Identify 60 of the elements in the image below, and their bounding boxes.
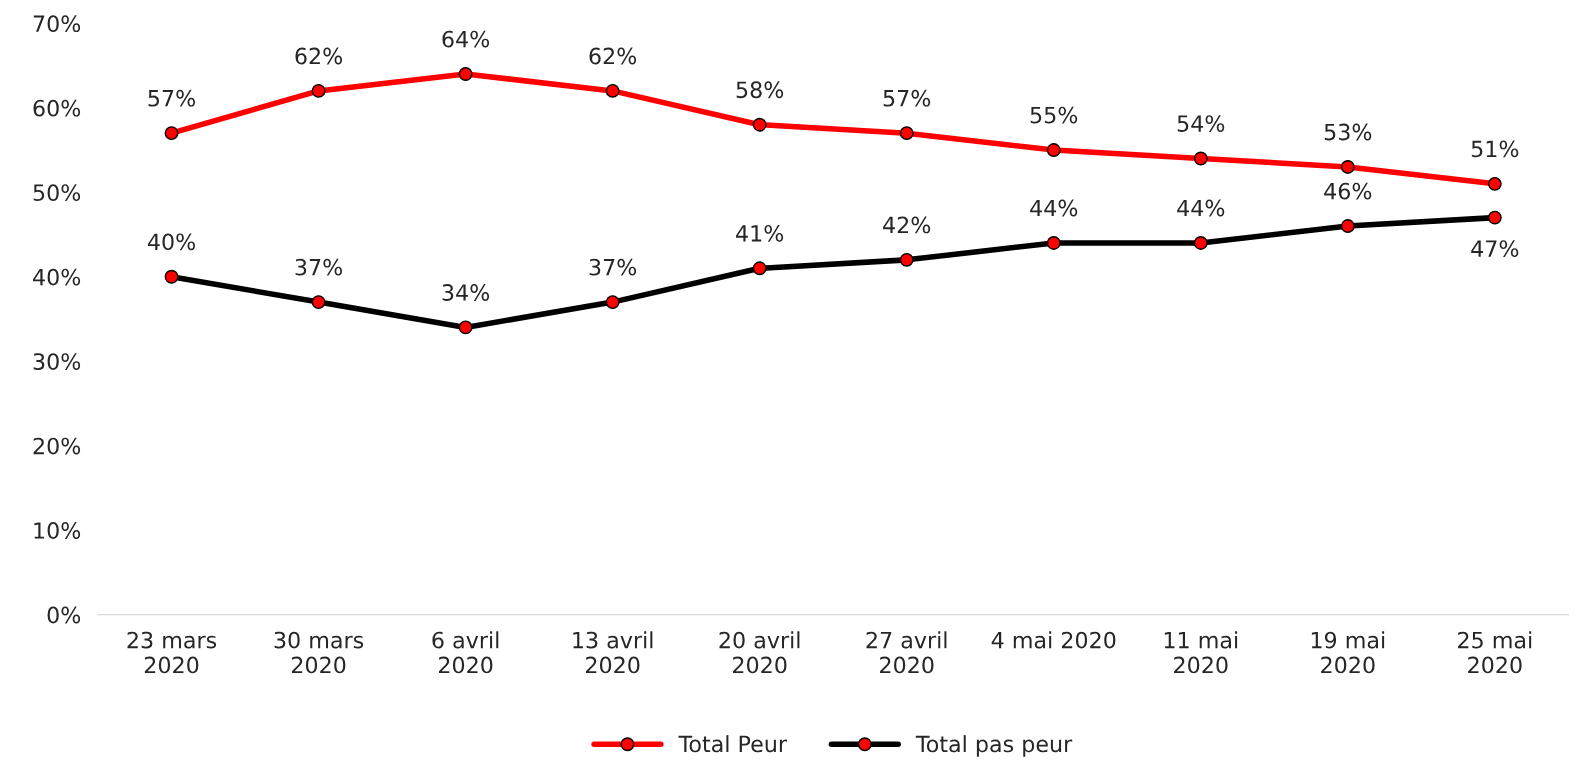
data-label: 62% bbox=[295, 47, 343, 65]
point bbox=[1046, 236, 1061, 250]
y-tick-label: 20% bbox=[33, 437, 81, 455]
data-label: 37% bbox=[295, 258, 343, 276]
data-label: 41% bbox=[736, 224, 784, 242]
point bbox=[164, 126, 179, 141]
y-tick-label: 10% bbox=[34, 522, 81, 539]
data-label: 58% bbox=[736, 81, 784, 99]
point bbox=[311, 295, 326, 310]
point bbox=[605, 295, 620, 310]
x-tick-label: 25 mai 2020 bbox=[1458, 631, 1532, 674]
x-tick-label: 4 mai 2020 bbox=[991, 631, 1116, 649]
point bbox=[458, 320, 473, 335]
point bbox=[752, 117, 767, 132]
y-tick-label: 30% bbox=[33, 353, 81, 370]
data-label: 44% bbox=[1177, 199, 1225, 217]
data-label: 53% bbox=[1324, 123, 1372, 141]
y-tick-label: 0% bbox=[47, 606, 81, 624]
point bbox=[1046, 143, 1061, 157]
point bbox=[1193, 151, 1208, 166]
x-tick-label: 11 mai 2020 bbox=[1164, 631, 1238, 674]
x-tick-label: 23 mars 2020 bbox=[127, 631, 217, 674]
point bbox=[1487, 176, 1502, 191]
data-label: 37% bbox=[589, 258, 637, 276]
data-label: 46% bbox=[1324, 182, 1372, 200]
y-tick-label: 50% bbox=[33, 184, 81, 202]
data-label: 44% bbox=[1030, 199, 1078, 217]
data-label: 64% bbox=[442, 30, 490, 48]
point bbox=[899, 126, 914, 141]
y-tick-label: 40% bbox=[33, 268, 81, 286]
point bbox=[752, 261, 767, 276]
y-tick-label: 70% bbox=[33, 15, 81, 33]
legend-label: Total Peur bbox=[678, 735, 788, 753]
point bbox=[899, 252, 914, 267]
x-tick-label: 6 avril 2020 bbox=[432, 631, 499, 674]
data-label: 51% bbox=[1471, 140, 1519, 158]
data-label: 62% bbox=[589, 47, 637, 65]
data-label: 40% bbox=[147, 233, 196, 251]
y-tick-label: 60% bbox=[33, 99, 81, 117]
x-tick-label: 27 avril 2020 bbox=[866, 631, 947, 674]
point bbox=[1193, 236, 1208, 250]
data-label: 57% bbox=[883, 89, 931, 107]
data-label: 55% bbox=[1030, 106, 1078, 124]
point bbox=[1340, 219, 1355, 234]
legend-label: Total pas peur bbox=[915, 735, 1073, 757]
x-tick-label: 19 mai 2020 bbox=[1311, 631, 1385, 674]
x-tick-label: 30 mars 2020 bbox=[274, 631, 364, 674]
x-tick-label: 20 avril 2020 bbox=[719, 631, 800, 674]
data-label: 57% bbox=[148, 89, 196, 107]
point bbox=[605, 83, 620, 98]
point bbox=[1487, 210, 1502, 225]
data-label: 47% bbox=[1471, 240, 1519, 258]
point bbox=[164, 269, 179, 284]
point bbox=[1340, 159, 1355, 174]
point bbox=[311, 83, 326, 98]
point bbox=[458, 67, 473, 81]
data-label: 54% bbox=[1177, 115, 1225, 132]
data-label: 42% bbox=[883, 216, 931, 234]
data-label: 34% bbox=[442, 284, 490, 301]
x-tick-label: 13 avril 2020 bbox=[573, 631, 653, 674]
